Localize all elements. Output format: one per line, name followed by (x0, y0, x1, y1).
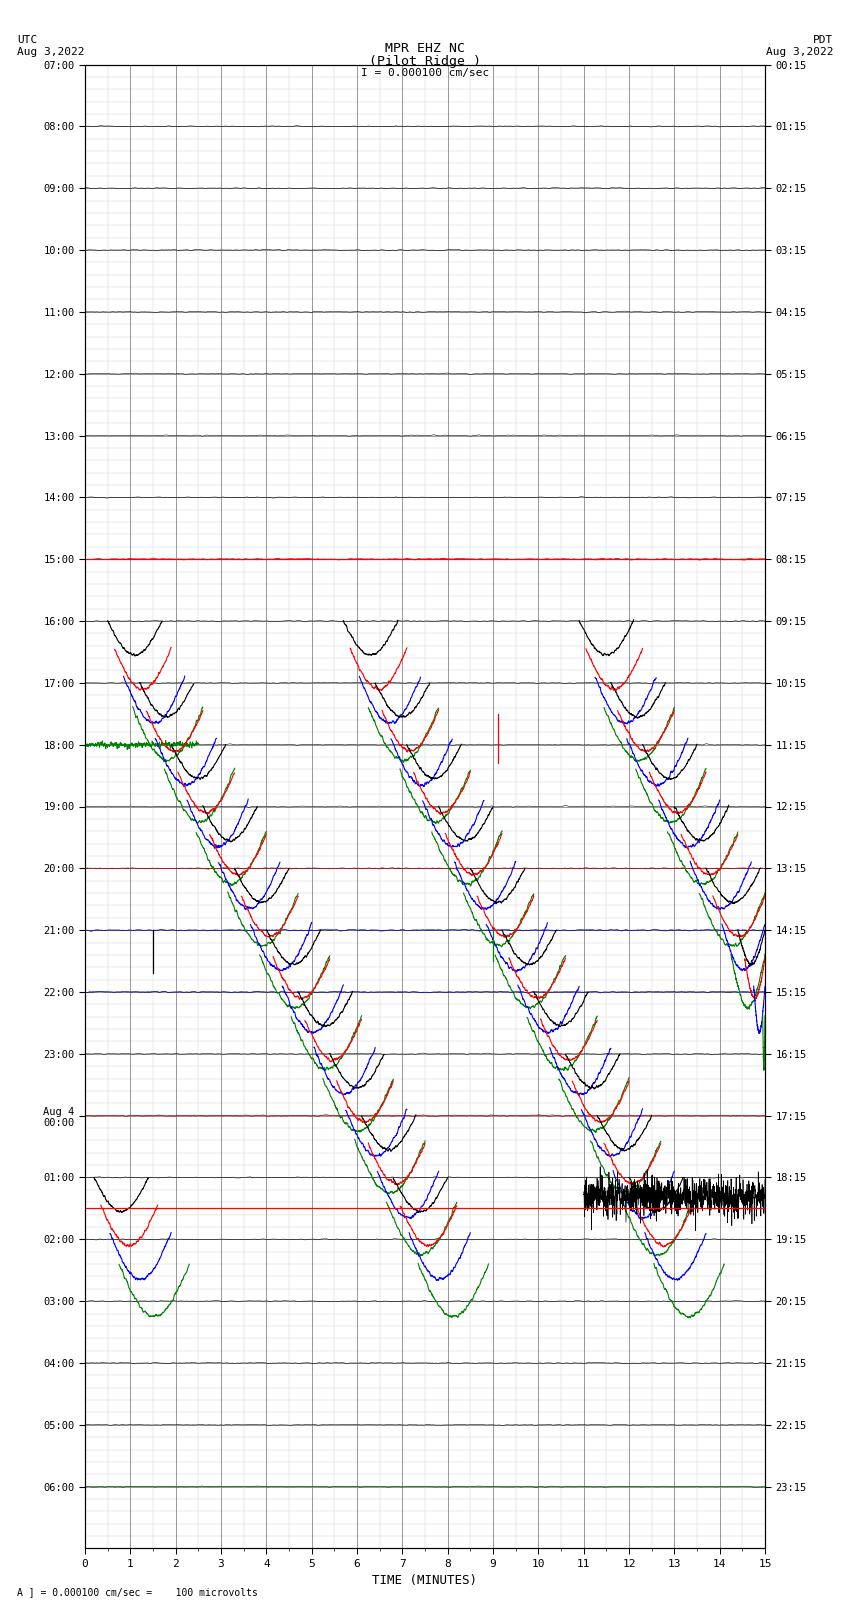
Text: I = 0.000100 cm/sec: I = 0.000100 cm/sec (361, 68, 489, 77)
X-axis label: TIME (MINUTES): TIME (MINUTES) (372, 1574, 478, 1587)
Text: UTC: UTC (17, 35, 37, 45)
Text: MPR EHZ NC: MPR EHZ NC (385, 42, 465, 55)
Text: A ] = 0.000100 cm/sec =    100 microvolts: A ] = 0.000100 cm/sec = 100 microvolts (17, 1587, 258, 1597)
Text: (Pilot Ridge ): (Pilot Ridge ) (369, 55, 481, 68)
Text: PDT: PDT (813, 35, 833, 45)
Text: Aug 3,2022: Aug 3,2022 (17, 47, 84, 56)
Text: Aug 3,2022: Aug 3,2022 (766, 47, 833, 56)
